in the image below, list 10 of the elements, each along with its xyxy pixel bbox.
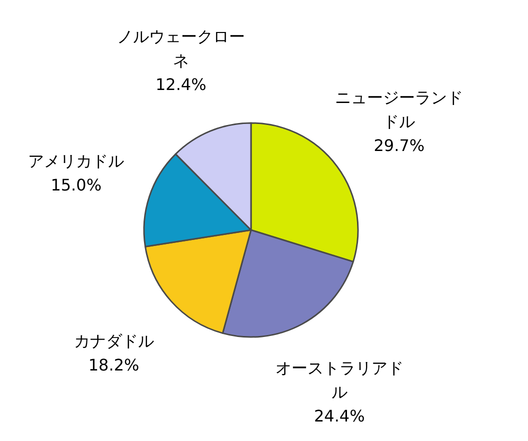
data-label: 24.4% — [314, 406, 365, 426]
data-label: 12.4% — [155, 74, 206, 94]
data-label: 15.0% — [50, 176, 102, 195]
slice-label: ニュージーランドドル — [335, 88, 464, 131]
data-label: 18.2% — [88, 356, 140, 375]
slice-label: カナダドル — [74, 332, 154, 351]
slice-label: ノルウェークローネ — [116, 26, 245, 70]
slice-label: アメリカドル — [28, 152, 124, 171]
data-label: 29.7% — [374, 136, 425, 155]
slice-label: オーストラリアドル — [275, 358, 404, 402]
